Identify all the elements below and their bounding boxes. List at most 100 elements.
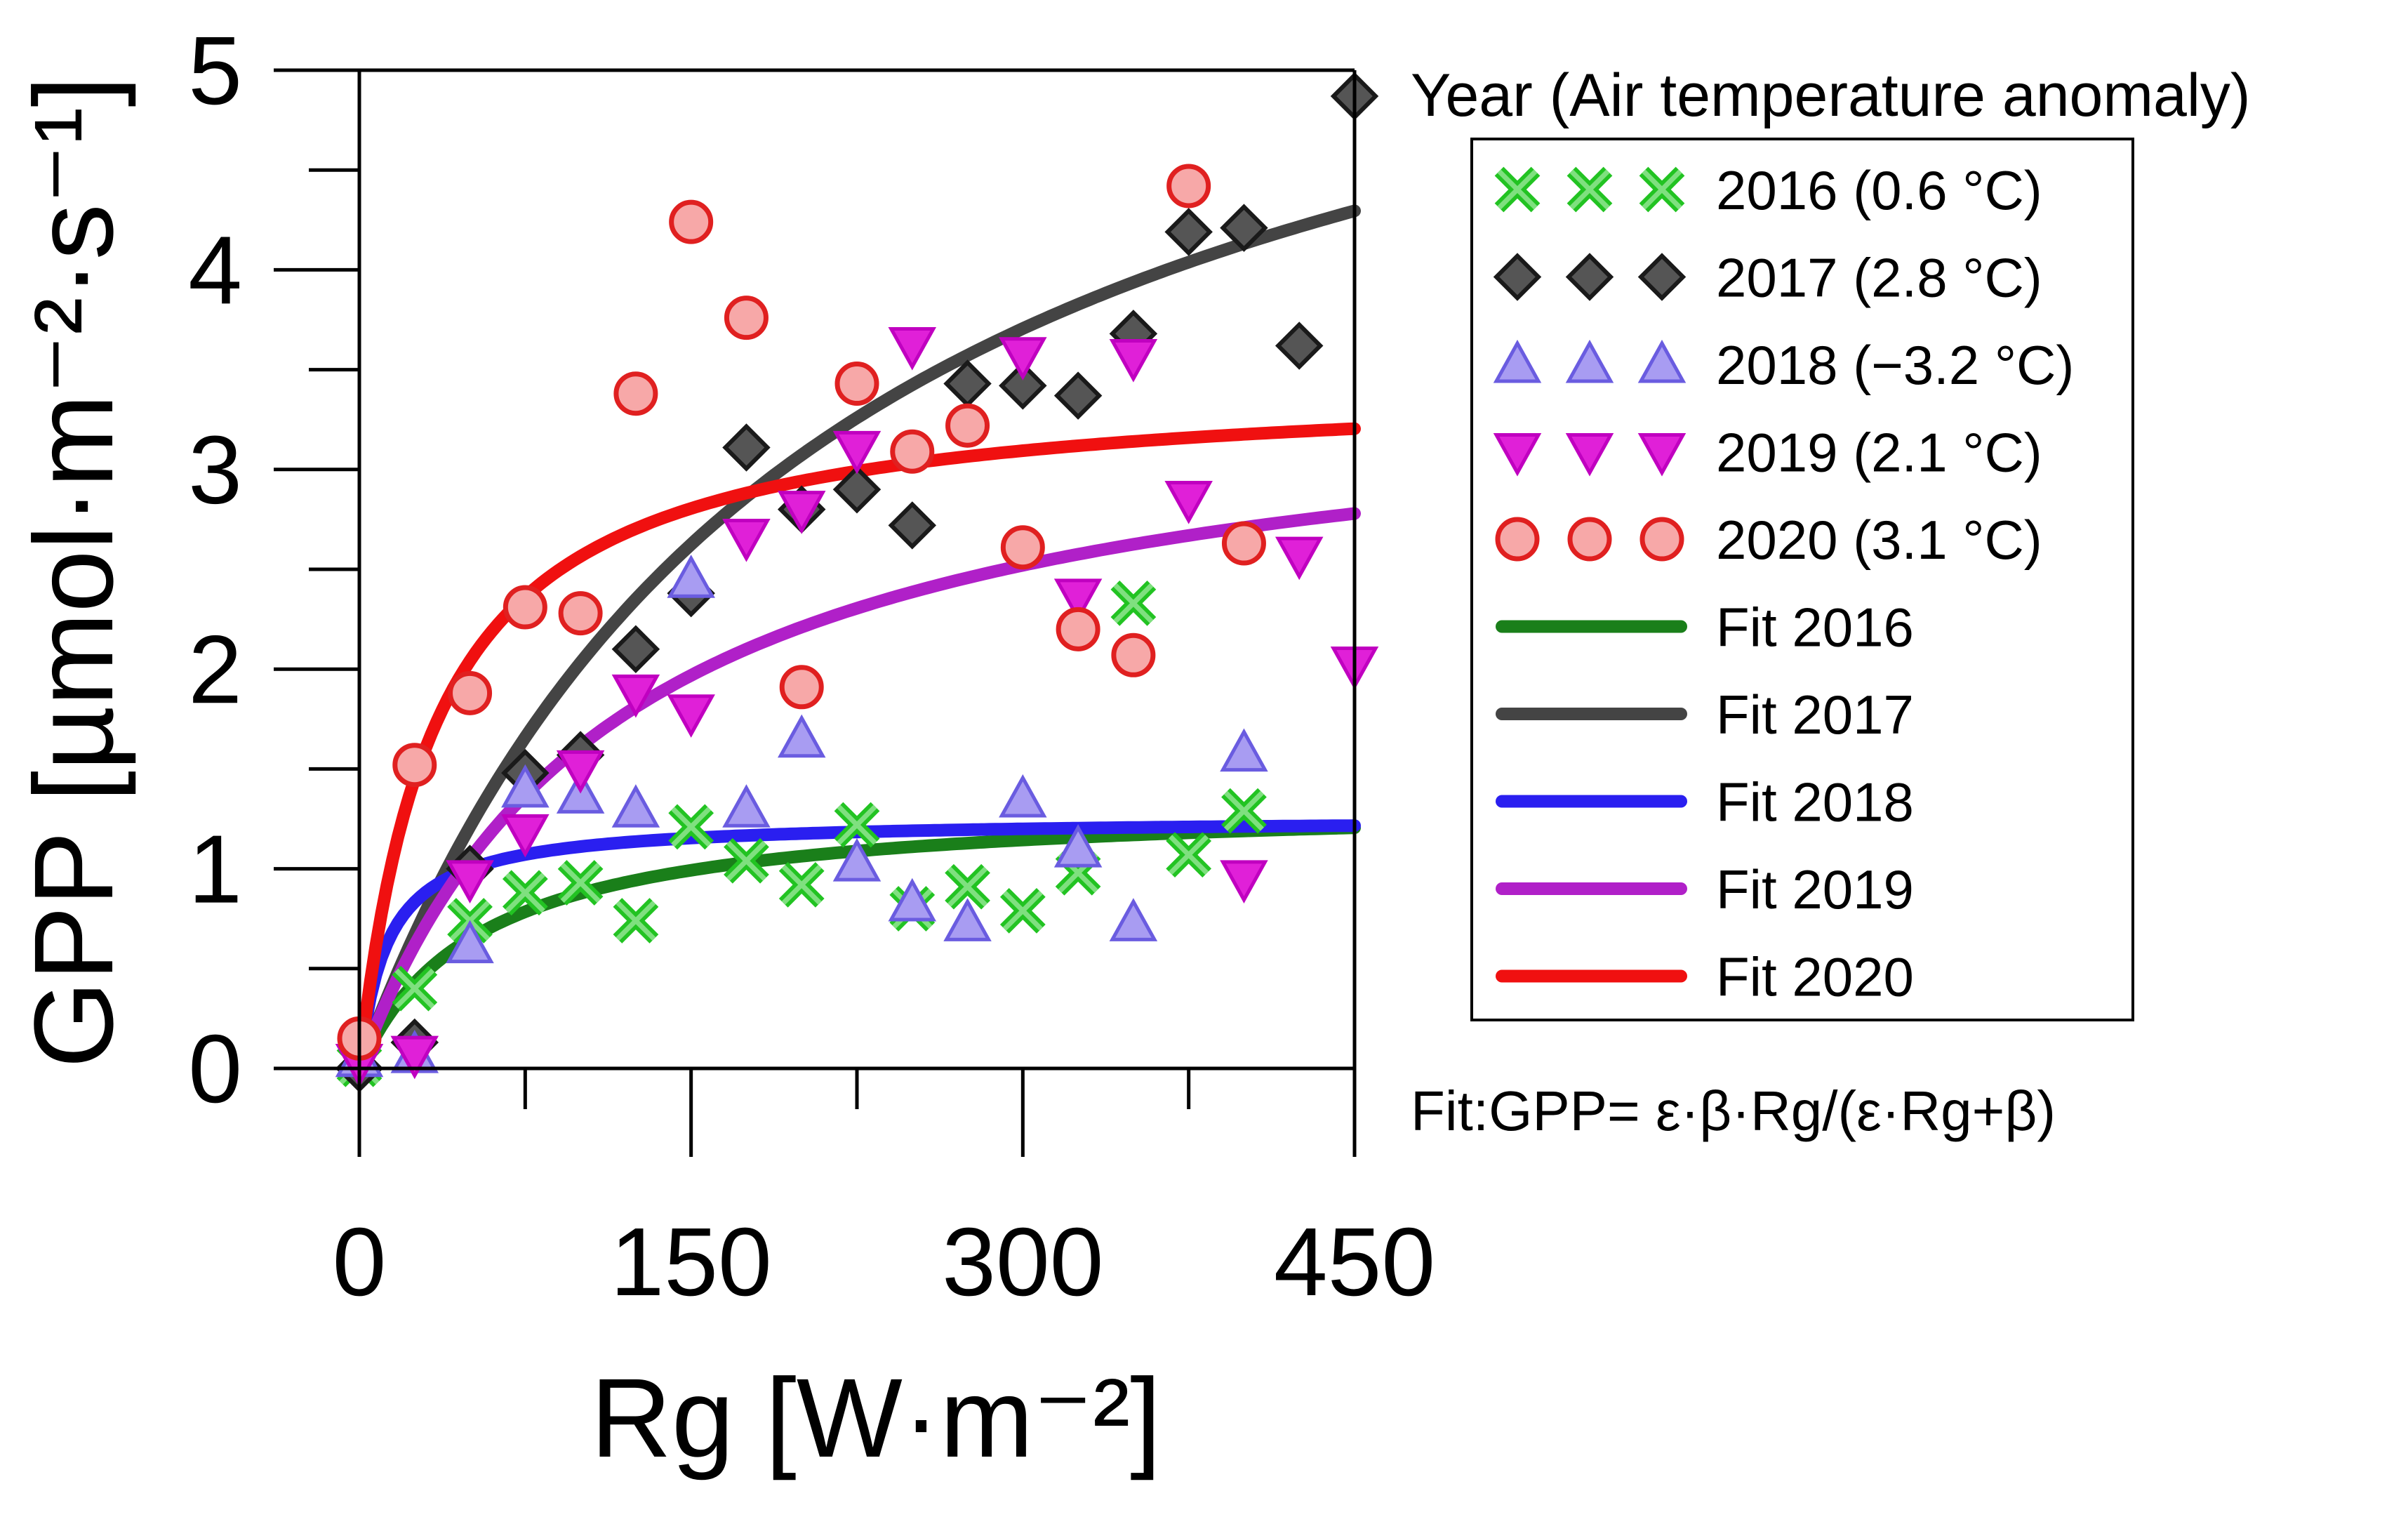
point-2016-1 [392, 965, 438, 1012]
point-2017-9 [832, 465, 882, 514]
point-2019-2 [446, 860, 494, 903]
legend-marker-2020-0 [1495, 517, 1540, 562]
point-2018-10 [888, 877, 937, 922]
legend-title: Year (Air temperature anomaly) [1411, 62, 2251, 129]
legend-label-2016: 2016 (0.6 °C) [1716, 159, 2042, 221]
point-2016-5 [613, 898, 659, 943]
fit-line-fit-2020 [353, 422, 1361, 1075]
point-2016-11 [945, 863, 990, 910]
legend-marker-2017-0 [1493, 253, 1542, 301]
legend-label-fit-2017: Fit 2017 [1716, 684, 1914, 746]
point-2018-6 [667, 555, 715, 598]
point-2019-4 [556, 750, 605, 794]
point-2016-9 [834, 802, 880, 848]
point-2017-17 [1275, 322, 1324, 370]
legend-label-2019: 2019 (2.1 °C) [1716, 422, 2042, 484]
point-2020-13 [1056, 607, 1100, 651]
y-tick-label-4: 4 [188, 216, 242, 324]
legend-marker-2019-2 [1637, 433, 1687, 477]
legend-label-fit-2020: Fit 2020 [1716, 946, 1914, 1008]
point-2019-16 [1275, 536, 1324, 581]
point-2020-16 [1221, 521, 1266, 566]
point-2017-13 [1053, 371, 1103, 420]
point-2016-8 [778, 861, 825, 908]
point-2020-14 [1111, 632, 1156, 677]
x-axis-title: Rg [W·m⁻²] [590, 1355, 1161, 1480]
point-2020-6 [669, 199, 714, 244]
point-2018-5 [611, 784, 660, 828]
point-2019-9 [832, 430, 882, 475]
point-2019-11 [999, 337, 1047, 380]
point-2020-8 [779, 665, 824, 710]
point-2017-7 [722, 423, 771, 472]
point-2016-4 [557, 860, 604, 906]
point-2020-2 [448, 670, 493, 715]
point-2019-5 [611, 674, 660, 718]
point-2016-14 [1110, 580, 1157, 626]
data-points [335, 72, 1379, 1093]
legend-marker-2016-0 [1494, 166, 1541, 213]
point-2020-1 [392, 743, 437, 788]
point-2018-12 [999, 774, 1047, 818]
legend-label-fit-2019: Fit 2019 [1716, 859, 1914, 920]
point-2016-3 [502, 870, 548, 916]
legend-marker-2018-1 [1565, 339, 1614, 383]
x-tick-label-0: 0 [333, 1208, 387, 1316]
legend-marker-2019-0 [1493, 433, 1542, 477]
point-2016-6 [668, 804, 714, 850]
legend-marker-2016-2 [1639, 166, 1685, 213]
point-2018-11 [943, 898, 992, 941]
y-axis-title: GPP [µmol·m⁻²·s⁻¹] [11, 76, 136, 1068]
legend-label-fit-2016: Fit 2016 [1716, 597, 1914, 658]
fit-formula: Fit:GPP= ε·β·Rg/(ε·Rg+β) [1411, 1080, 2056, 1142]
point-2019-8 [777, 491, 826, 534]
legend-label-2018: 2018 (−3.2 °C) [1716, 334, 2074, 396]
legend: 2016 (0.6 °C) 2017 (2.8 °C) 2018 (−3.2 °C)… [1493, 159, 2074, 1008]
point-2018-3 [501, 764, 550, 808]
point-2019-3 [501, 814, 550, 858]
y-tick-label-0: 0 [188, 1015, 242, 1123]
point-2020-10 [890, 429, 935, 474]
point-2018-14 [1109, 898, 1158, 941]
legend-marker-2020-2 [1639, 517, 1684, 562]
point-2019-10 [888, 326, 937, 371]
legend-marker-2018-0 [1493, 339, 1542, 383]
legend-marker-2017-2 [1637, 253, 1687, 301]
point-2018-2 [446, 920, 494, 964]
legend-label-2017: 2017 (2.8 °C) [1716, 247, 2042, 309]
point-2020-5 [613, 371, 658, 416]
point-2016-15 [1166, 832, 1212, 878]
point-2019-1 [390, 1035, 439, 1080]
point-2016-16 [1221, 788, 1267, 834]
legend-marker-2018-2 [1637, 339, 1687, 383]
point-2019-15 [1220, 860, 1268, 903]
point-2020-3 [503, 585, 547, 630]
y-tick-label-3: 3 [188, 416, 242, 524]
point-2018-8 [777, 714, 826, 758]
point-2019-14 [1164, 480, 1213, 524]
point-2017-15 [1164, 208, 1213, 256]
point-2017-16 [1220, 204, 1268, 252]
legend-marker-2020-1 [1567, 517, 1612, 562]
point-2020-11 [945, 403, 990, 448]
legend-marker-2019-1 [1565, 433, 1614, 477]
point-2017-12 [999, 362, 1047, 410]
point-2017-5 [611, 625, 660, 674]
fit-curves [353, 204, 1361, 1075]
y-tick-label-1: 1 [188, 816, 242, 924]
point-2019-6 [667, 694, 715, 738]
point-2018-15 [1220, 728, 1268, 772]
legend-marker-2017-1 [1565, 253, 1614, 301]
x-tick-label-300: 300 [942, 1208, 1103, 1316]
point-2020-12 [1000, 525, 1045, 570]
point-2019-12 [1053, 578, 1103, 622]
point-2019-7 [722, 518, 771, 562]
point-2020-7 [724, 296, 769, 340]
legend-label-2020: 2020 (3.1 °C) [1716, 509, 2042, 571]
legend-marker-2016-1 [1566, 166, 1613, 213]
point-2018-13 [1053, 824, 1103, 868]
point-2019-13 [1109, 339, 1158, 383]
point-2016-12 [999, 887, 1046, 934]
